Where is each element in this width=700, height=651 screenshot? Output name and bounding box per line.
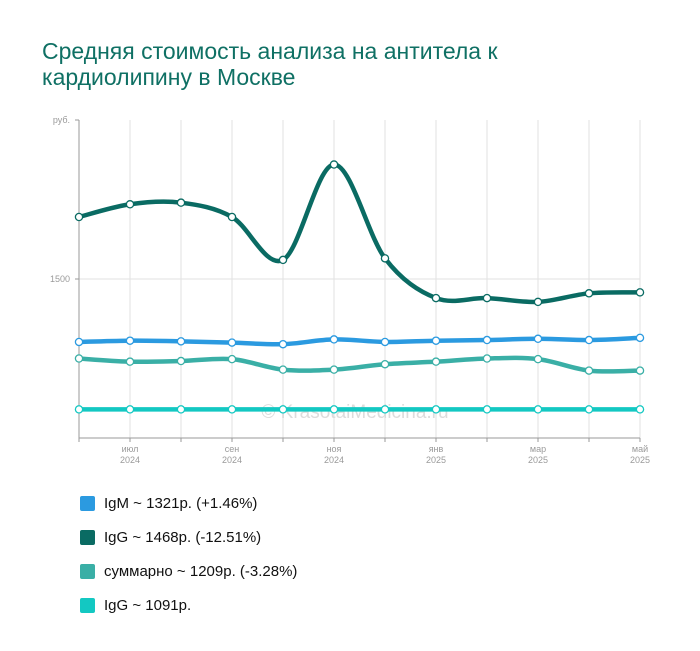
- data-point-1: [482, 293, 492, 303]
- x-tick-month-label: мар: [530, 444, 546, 454]
- line-chart: 1500руб.июл2024сен2024ноя2024янв2025мар2…: [50, 115, 650, 465]
- legend-label: IgG ~ 1091р.: [104, 596, 192, 614]
- y-axis-unit-label: руб.: [53, 115, 70, 125]
- data-point-0: [176, 337, 186, 346]
- data-point-2: [278, 365, 288, 374]
- x-tick-month-label: янв: [429, 444, 444, 454]
- data-point-3: [74, 405, 84, 414]
- data-point-2: [431, 357, 441, 366]
- watermark: © KrasotaiMedicina.ru: [261, 402, 448, 423]
- legend-swatch: [80, 597, 95, 613]
- data-point-3: [380, 405, 390, 414]
- data-point-2: [227, 354, 237, 364]
- axes: 1500руб.июл2024сен2024ноя2024янв2025мар2…: [50, 115, 650, 465]
- legend-item[interactable]: IgM ~ 1321р. (+1.46%): [80, 486, 297, 520]
- data-point-2: [125, 357, 135, 366]
- data-point-2: [635, 366, 645, 375]
- x-tick-month-label: июл: [122, 444, 139, 454]
- x-tick-year-label: 2025: [426, 455, 446, 465]
- x-tick-month-label: сен: [225, 444, 240, 454]
- data-point-2: [176, 356, 186, 366]
- legend-item[interactable]: IgG ~ 1091р.: [80, 588, 297, 622]
- series-line-1: [76, 162, 643, 305]
- data-point-0: [482, 335, 492, 345]
- data-point-3: [176, 405, 186, 414]
- legend-item[interactable]: суммарно ~ 1209р. (-3.28%): [80, 554, 297, 588]
- data-point-1: [74, 212, 84, 222]
- data-point-3: [227, 405, 237, 414]
- x-tick-month-label: ноя: [327, 444, 342, 454]
- data-point-2: [329, 365, 339, 374]
- data-point-2: [74, 354, 84, 363]
- x-tick-month-label: май: [632, 444, 648, 454]
- data-point-3: [329, 405, 339, 414]
- data-point-1: [380, 254, 390, 263]
- series-lines: [76, 162, 643, 412]
- x-tick-year-label: 2025: [528, 455, 548, 465]
- data-point-3: [635, 405, 645, 414]
- data-point-1: [431, 293, 441, 303]
- x-tick-year-label: 2024: [324, 455, 344, 465]
- data-point-2: [533, 354, 543, 364]
- data-point-1: [533, 297, 543, 307]
- legend-label: суммарно ~ 1209р. (-3.28%): [104, 562, 298, 580]
- chart-title: Средняя стоимость анализа на антитела к …: [42, 38, 498, 90]
- data-point-1: [329, 160, 339, 169]
- data-points: [74, 160, 645, 414]
- data-point-0: [635, 333, 645, 343]
- grid: [78, 120, 641, 438]
- data-point-3: [278, 405, 288, 414]
- data-point-1: [635, 288, 645, 297]
- data-point-0: [74, 337, 84, 347]
- data-point-3: [125, 405, 135, 414]
- data-point-1: [176, 198, 186, 207]
- data-point-0: [125, 336, 135, 345]
- data-point-2: [380, 359, 390, 369]
- legend-swatch: [80, 529, 95, 545]
- data-point-0: [329, 335, 339, 344]
- data-point-0: [278, 339, 288, 349]
- data-point-2: [584, 366, 594, 375]
- x-tick-year-label: 2024: [222, 455, 242, 465]
- data-point-3: [482, 405, 492, 414]
- legend-label: IgM ~ 1321р. (+1.46%): [104, 494, 258, 512]
- data-point-1: [125, 200, 135, 209]
- series-line-0: [76, 335, 643, 347]
- legend: IgM ~ 1321р. (+1.46%) IgG ~ 1468р. (-12.5…: [80, 486, 297, 622]
- data-point-1: [227, 212, 237, 222]
- data-point-2: [482, 354, 492, 363]
- data-point-0: [533, 334, 543, 344]
- data-point-3: [584, 405, 594, 414]
- x-tick-year-label: 2024: [120, 455, 140, 465]
- legend-item[interactable]: IgG ~ 1468р. (-12.51%): [80, 520, 297, 554]
- series-line-2: [76, 355, 643, 374]
- data-point-0: [584, 335, 594, 345]
- y-tick-label: 1500: [50, 274, 70, 284]
- x-tick-year-label: 2025: [630, 455, 650, 465]
- data-point-3: [533, 405, 543, 414]
- data-point-3: [431, 405, 441, 414]
- data-point-1: [584, 289, 594, 298]
- legend-swatch: [80, 563, 95, 579]
- legend-label: IgG ~ 1468р. (-12.51%): [104, 528, 262, 546]
- data-point-1: [278, 255, 288, 265]
- data-point-0: [227, 338, 237, 347]
- legend-swatch: [80, 495, 95, 511]
- data-point-0: [380, 337, 390, 347]
- data-point-0: [431, 336, 441, 345]
